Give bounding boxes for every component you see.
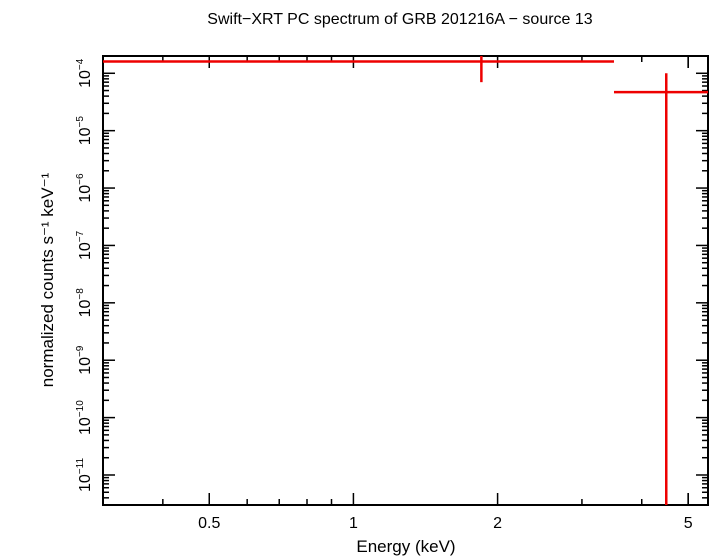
y-tick-base: 10	[77, 127, 94, 145]
y-tick-label-text: 10−10	[75, 400, 94, 435]
y-tick-label-text: 10−8	[75, 288, 94, 318]
y-axis-label: normalized counts s⁻¹ keV⁻¹	[38, 172, 57, 387]
y-tick-base: 10	[77, 300, 94, 318]
y-tick-exponent: −11	[75, 458, 86, 475]
x-tick-label: 5	[684, 515, 693, 532]
plot-border	[102, 55, 709, 506]
y-tick-exponent: −8	[75, 288, 86, 300]
y-tick-base: 10	[77, 242, 94, 260]
y-tick-label: 10−8	[75, 288, 94, 318]
y-tick-exponent: −6	[75, 173, 86, 185]
data-series	[103, 56, 708, 505]
x-axis-label: Energy (keV)	[356, 537, 455, 556]
y-tick-label-text: 10−5	[75, 116, 94, 146]
y-tick-base: 10	[77, 357, 94, 375]
y-tick-label: 10−9	[75, 345, 94, 375]
y-tick-label-text: 10−6	[75, 173, 94, 203]
x-tick-label: 2	[493, 515, 502, 532]
y-tick-label: 10−7	[75, 230, 94, 260]
x-tick-label: 1	[349, 515, 358, 532]
y-tick-label-text: 10−7	[75, 230, 94, 260]
x-axis: 0.5 1 2 5	[102, 56, 693, 532]
y-tick-exponent: −5	[75, 116, 86, 128]
y-tick-exponent: −9	[75, 345, 86, 357]
y-tick-label: 10−10	[75, 400, 94, 435]
y-tick-base: 10	[77, 417, 94, 435]
y-tick-label: 10−4	[75, 58, 94, 88]
y-tick-base: 10	[77, 70, 94, 88]
y-tick-exponent: −10	[75, 400, 86, 417]
y-tick-exponent: −4	[75, 58, 86, 70]
plot-frame	[102, 55, 709, 506]
chart-title: Swift−XRT PC spectrum of GRB 201216A − s…	[207, 11, 592, 28]
y-tick-label: 10−5	[75, 116, 94, 146]
y-tick-label-text: 10−11	[75, 458, 94, 492]
y-tick-exponent: −7	[75, 230, 86, 242]
y-tick-label: 10−6	[75, 173, 94, 203]
y-tick-base: 10	[77, 474, 94, 492]
y-tick-label-text: 10−9	[75, 345, 94, 375]
y-tick-label-text: 10−4	[75, 58, 94, 88]
x-tick-label: 0.5	[198, 515, 220, 532]
y-tick-label: 10−11	[75, 458, 94, 492]
y-tick-base: 10	[77, 185, 94, 203]
